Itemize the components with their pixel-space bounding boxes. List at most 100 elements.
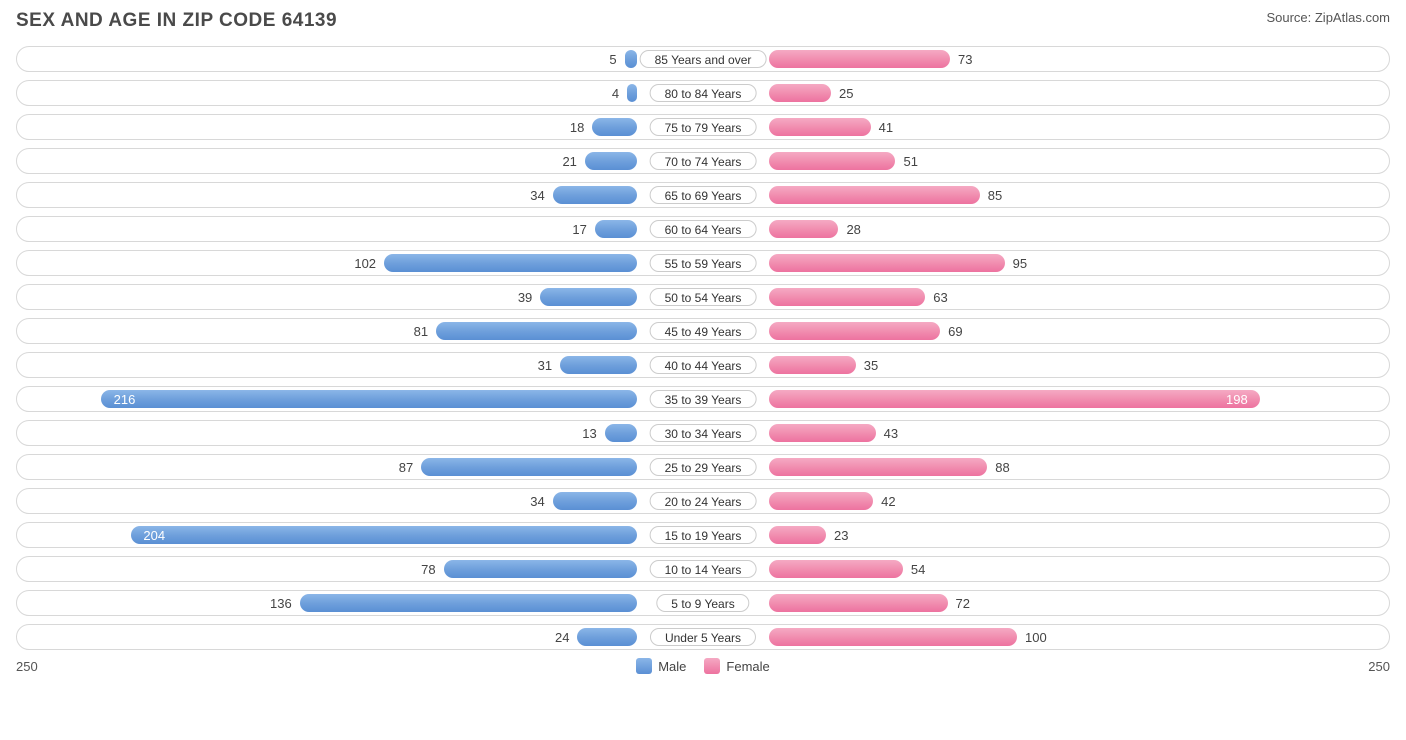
male-value-label: 102: [354, 251, 376, 277]
female-value-label: 54: [911, 557, 925, 583]
female-value-label: 43: [884, 421, 898, 447]
male-value-label: 24: [555, 625, 569, 651]
female-value-label: 198: [1226, 387, 1248, 413]
female-value-label: 25: [839, 81, 853, 107]
pyramid-row: 136 72 5 to 9 Years: [16, 590, 1390, 616]
male-value-label: 17: [572, 217, 586, 243]
female-bar: [769, 390, 1260, 408]
female-value-label: 28: [846, 217, 860, 243]
legend-male-label: Male: [658, 659, 686, 674]
female-bar: [769, 560, 903, 578]
female-bar: [769, 254, 1005, 272]
male-bar: [300, 594, 637, 612]
female-value-label: 72: [956, 591, 970, 617]
pyramid-row: 396350 to 54 Years: [16, 284, 1390, 310]
age-category-pill: 5 to 9 Years: [656, 594, 749, 612]
female-bar: [769, 628, 1017, 646]
female-swatch-icon: [704, 658, 720, 674]
male-bar: [627, 84, 637, 102]
female-bar: [769, 152, 895, 170]
female-bar: [769, 594, 948, 612]
age-category-pill: 60 to 64 Years: [650, 220, 757, 238]
female-value-label: 42: [881, 489, 895, 515]
male-value-label: 136: [270, 591, 292, 617]
male-bar: [592, 118, 637, 136]
male-value-label: 39: [518, 285, 532, 311]
male-bar: [131, 526, 637, 544]
male-value-label: 81: [414, 319, 428, 345]
age-category-pill: 85 Years and over: [640, 50, 767, 68]
pyramid-row: 13 43 30 to 34 Years: [16, 420, 1390, 446]
male-bar: [421, 458, 637, 476]
pyramid-row: 216 198 35 to 39 Years: [16, 386, 1390, 412]
female-bar: [769, 220, 838, 238]
male-bar: [595, 220, 637, 238]
pyramid-row: 5 73 85 Years and over: [16, 46, 1390, 72]
female-value-label: 63: [933, 285, 947, 311]
pyramid-row: 17 28 60 to 64 Years: [16, 216, 1390, 242]
age-category-pill: 35 to 39 Years: [650, 390, 757, 408]
age-category-pill: 15 to 19 Years: [650, 526, 757, 544]
female-value-label: 41: [879, 115, 893, 141]
female-bar: [769, 322, 940, 340]
female-bar: [769, 84, 831, 102]
pyramid-row: 78 54 10 to 14 Years: [16, 556, 1390, 582]
age-category-pill: 65 to 69 Years: [650, 186, 757, 204]
male-bar: [553, 186, 637, 204]
male-value-label: 34: [530, 489, 544, 515]
axis-right-max: 250: [1368, 659, 1390, 674]
male-bar: [605, 424, 637, 442]
age-category-pill: 25 to 29 Years: [650, 458, 757, 476]
pyramid-row: 24 100 Under 5 Years: [16, 624, 1390, 650]
female-bar: [769, 356, 856, 374]
pyramid-row: 184175 to 79 Years: [16, 114, 1390, 140]
male-bar: [444, 560, 637, 578]
male-bar: [553, 492, 637, 510]
female-value-label: 51: [903, 149, 917, 175]
age-category-pill: Under 5 Years: [650, 628, 756, 646]
male-value-label: 18: [570, 115, 584, 141]
chart-title: SEX AND AGE IN ZIP CODE 64139: [16, 10, 337, 32]
female-value-label: 100: [1025, 625, 1047, 651]
female-value-label: 95: [1013, 251, 1027, 277]
chart-header: SEX AND AGE IN ZIP CODE 64139 Source: Zi…: [16, 10, 1390, 32]
age-category-pill: 30 to 34 Years: [650, 424, 757, 442]
male-value-label: 87: [399, 455, 413, 481]
chart-legend: Male Female: [636, 658, 770, 674]
age-category-pill: 10 to 14 Years: [650, 560, 757, 578]
pyramid-row: 348565 to 69 Years: [16, 182, 1390, 208]
female-value-label: 69: [948, 319, 962, 345]
male-swatch-icon: [636, 658, 652, 674]
chart-source: Source: ZipAtlas.com: [1266, 10, 1390, 25]
male-bar: [384, 254, 637, 272]
male-bar: [540, 288, 637, 306]
age-category-pill: 20 to 24 Years: [650, 492, 757, 510]
male-value-label: 34: [530, 183, 544, 209]
male-value-label: 78: [421, 557, 435, 583]
pyramid-row: 81 69 45 to 49 Years: [16, 318, 1390, 344]
pyramid-row: 204 23 15 to 19 Years: [16, 522, 1390, 548]
female-bar: [769, 118, 871, 136]
male-value-label: 204: [143, 523, 165, 549]
pyramid-row: 313540 to 44 Years: [16, 352, 1390, 378]
female-value-label: 73: [958, 47, 972, 73]
female-value-label: 23: [834, 523, 848, 549]
male-value-label: 13: [582, 421, 596, 447]
axis-left-max: 250: [16, 659, 38, 674]
legend-item-male: Male: [636, 658, 686, 674]
male-bar: [560, 356, 637, 374]
age-category-pill: 55 to 59 Years: [650, 254, 757, 272]
male-value-label: 216: [114, 387, 136, 413]
pyramid-row: 42580 to 84 Years: [16, 80, 1390, 106]
age-category-pill: 70 to 74 Years: [650, 152, 757, 170]
age-category-pill: 40 to 44 Years: [650, 356, 757, 374]
female-bar: [769, 458, 987, 476]
age-category-pill: 45 to 49 Years: [650, 322, 757, 340]
female-bar: [769, 50, 950, 68]
pyramid-row: 215170 to 74 Years: [16, 148, 1390, 174]
male-bar: [577, 628, 637, 646]
male-value-label: 5: [609, 47, 616, 73]
female-bar: [769, 288, 925, 306]
chart-footer: 250 Male Female 250: [16, 658, 1390, 674]
population-pyramid-chart: 5 73 85 Years and over 42580 to 84 Years 18 4…: [16, 46, 1390, 650]
